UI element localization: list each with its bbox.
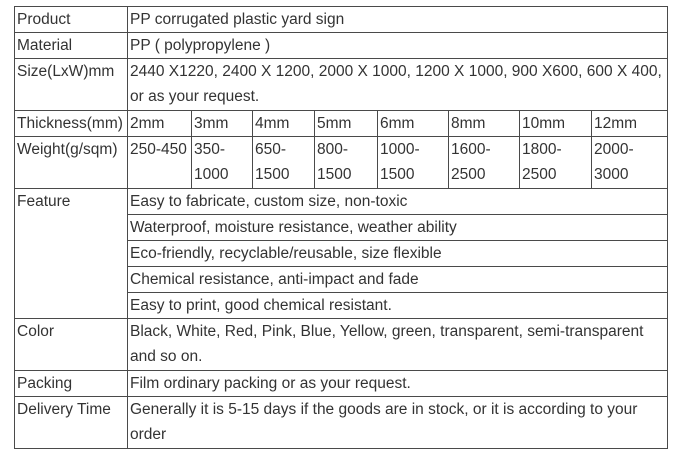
thickness-cell: 6mm (377, 110, 449, 137)
size-label: Size(LxW)mm (14, 58, 128, 111)
material-label: Material (14, 32, 128, 59)
feature-label: Feature (14, 188, 128, 319)
thickness-cell: 12mm (591, 110, 668, 137)
color-row: Color Black, White, Red, Pink, Blue, Yel… (14, 318, 668, 371)
weight-cell: 1000-1500 (377, 136, 449, 189)
delivery-label: Delivery Time (14, 396, 128, 449)
feature-row: Eco-friendly, recyclable/reusable, size … (15, 240, 668, 267)
thickness-cell: 3mm (191, 110, 253, 137)
thickness-cell: 4mm (252, 110, 315, 137)
product-label: Product (14, 6, 128, 33)
feature-row: Waterproof, moisture resistance, weather… (15, 214, 668, 241)
weight-cell: 1600-2500 (448, 136, 520, 189)
feature-item: Chemical resistance, anti-impact and fad… (127, 266, 668, 293)
size-row: Size(LxW)mm 2440 X1220, 2400 X 1200, 200… (14, 58, 668, 111)
feature-item: Waterproof, moisture resistance, weather… (127, 214, 668, 241)
thickness-label: Thickness(mm) (14, 110, 128, 137)
weight-cell: 2000-3000 (591, 136, 668, 189)
weight-cell: 350-1000 (191, 136, 253, 189)
feature-item: Easy to fabricate, custom size, non-toxi… (127, 188, 668, 215)
product-row: Product PP corrugated plastic yard sign (14, 6, 668, 33)
color-value: Black, White, Red, Pink, Blue, Yellow, g… (127, 318, 668, 371)
material-row: Material PP ( polypropylene ) (14, 32, 668, 59)
size-value: 2440 X1220, 2400 X 1200, 2000 X 1000, 12… (127, 58, 668, 111)
packing-value: Film ordinary packing or as your request… (127, 370, 668, 397)
weight-row: Weight(g/sqm) 250-450 350-1000 650-1500 … (14, 136, 668, 189)
material-value: PP ( polypropylene ) (127, 32, 668, 59)
delivery-value: Generally it is 5-15 days if the goods a… (127, 396, 668, 449)
thickness-cell: 8mm (448, 110, 520, 137)
feature-row: Feature Easy to fabricate, custom size, … (14, 188, 668, 319)
thickness-cell: 5mm (314, 110, 378, 137)
feature-row: Easy to print, good chemical resistant. (15, 292, 668, 319)
weight-cell: 800-1500 (314, 136, 378, 189)
weight-cell: 1800-2500 (519, 136, 592, 189)
thickness-cell: 10mm (519, 110, 592, 137)
weight-cell: 650-1500 (252, 136, 315, 189)
weight-cell: 250-450 (127, 136, 192, 189)
packing-row: Packing Film ordinary packing or as your… (14, 370, 668, 397)
product-spec-table: Product PP corrugated plastic yard sign … (14, 6, 668, 449)
thickness-row: Thickness(mm) 2mm 3mm 4mm 5mm 6mm 8mm 10… (14, 110, 668, 137)
weight-label: Weight(g/sqm) (14, 136, 128, 189)
delivery-row: Delivery Time Generally it is 5-15 days … (14, 396, 668, 449)
feature-item: Easy to print, good chemical resistant. (127, 292, 668, 319)
feature-item: Eco-friendly, recyclable/reusable, size … (127, 240, 668, 267)
packing-label: Packing (14, 370, 128, 397)
thickness-cell: 2mm (127, 110, 192, 137)
color-label: Color (14, 318, 128, 371)
product-value: PP corrugated plastic yard sign (127, 6, 668, 33)
